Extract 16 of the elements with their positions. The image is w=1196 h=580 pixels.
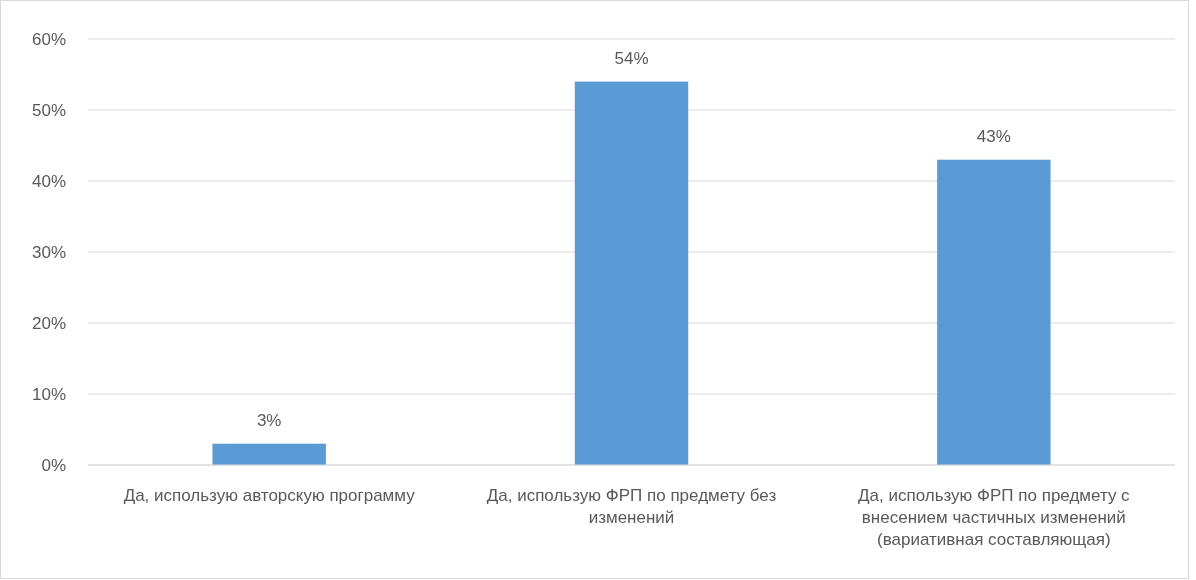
x-tick-label: Да, использую авторскую программу bbox=[123, 486, 416, 505]
y-tick-label: 40% bbox=[31, 171, 66, 191]
data-label: 43% bbox=[976, 126, 1011, 146]
y-tick-label: 0% bbox=[41, 455, 66, 475]
bar bbox=[574, 81, 689, 465]
y-tick-label: 60% bbox=[31, 29, 66, 49]
y-tick-label: 10% bbox=[31, 384, 66, 404]
y-tick-label: 20% bbox=[31, 313, 66, 333]
bar bbox=[937, 159, 1051, 465]
bar bbox=[212, 443, 326, 465]
x-tick-label: Да, использую ФРП по предмету с внесением частичных изменений (вариативная составляющая) bbox=[858, 486, 1131, 550]
y-tick-label: 50% bbox=[31, 100, 66, 120]
data-label: 54% bbox=[614, 48, 649, 68]
data-label: 3% bbox=[256, 410, 282, 430]
y-tick-label: 30% bbox=[31, 242, 66, 262]
x-tick-label: Да, использую ФРП по предмету без изменений bbox=[486, 486, 777, 528]
